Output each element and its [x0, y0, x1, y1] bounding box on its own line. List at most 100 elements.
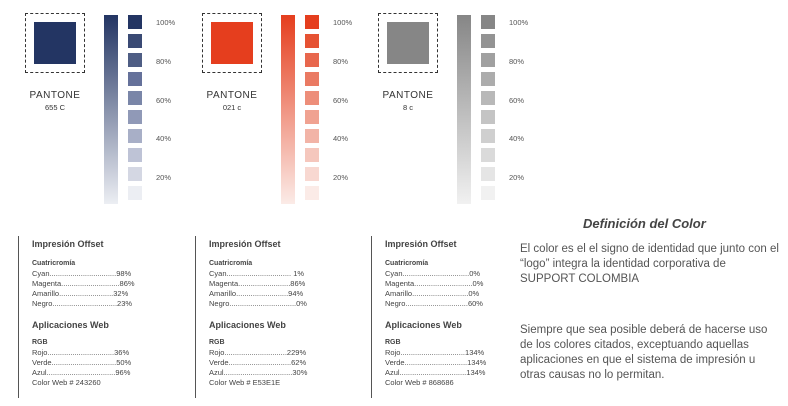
swatch-frame: [25, 13, 85, 73]
tint-square: [305, 148, 319, 162]
web-title: Aplicaciones Web: [32, 320, 109, 330]
tint-square: [128, 34, 142, 48]
definition-title: Definición del Color: [583, 216, 706, 231]
tint-square: [128, 15, 142, 29]
tint-square: [305, 167, 319, 181]
rgb-row: Verde..............................134%: [385, 358, 487, 367]
tint-square: [305, 91, 319, 105]
tint-square: [481, 110, 495, 124]
pantone-code: 021 c: [222, 103, 242, 112]
tint-square: [128, 167, 142, 181]
tint-square: [481, 53, 495, 67]
percent-label: 40%: [509, 134, 525, 143]
color-specs: Impresión Offset Cuatricromía Cyan........…: [195, 236, 345, 398]
color-swatch: [387, 22, 429, 64]
offset-title: Impresión Offset: [385, 239, 457, 249]
color-specs: Impresión Offset Cuatricromía Cyan........…: [371, 236, 521, 398]
cuatricromia-label: Cuatricromía: [385, 260, 429, 267]
offset-row: Negro...............................23%: [32, 299, 133, 308]
offset-row: Negro................................0%: [209, 299, 307, 308]
color-specs: Impresión Offset Cuatricromía Cyan........…: [18, 236, 168, 398]
color-swatch: [211, 22, 253, 64]
tint-square: [128, 72, 142, 86]
offset-row: Cyan................................0%: [385, 269, 481, 278]
percent-label: 80%: [333, 57, 349, 66]
pantone-name: PANTONE: [206, 90, 258, 101]
color-group: PANTONE 8 c 100% 80% 60% 40% 20% Impresión Of…: [361, 0, 536, 406]
color-swatch: [34, 22, 76, 64]
pantone-label: PANTONE 655 C: [15, 90, 95, 112]
percent-label: 20%: [333, 173, 349, 182]
tint-square: [481, 186, 495, 200]
offset-title: Impresión Offset: [32, 239, 104, 249]
tint-square: [128, 53, 142, 67]
tint-square: [128, 129, 142, 143]
percent-label: 60%: [509, 96, 525, 105]
tint-square: [128, 110, 142, 124]
rgb-row: Rojo..............................229%: [209, 348, 307, 357]
percent-label: 80%: [156, 57, 172, 66]
offset-row: Amarillo..........................32%: [32, 289, 129, 298]
tint-square: [481, 72, 495, 86]
tint-square: [305, 110, 319, 124]
offset-title: Impresión Offset: [209, 239, 281, 249]
pantone-code: 8 c: [402, 103, 413, 112]
color-web-code: Color Web # E53E1E: [209, 378, 281, 387]
tint-square: [305, 129, 319, 143]
tint-square: [481, 34, 495, 48]
pantone-label: PANTONE 8 c: [368, 90, 448, 112]
swatch-frame: [378, 13, 438, 73]
offset-row: Magenta............................0%: [385, 279, 484, 288]
percent-label: 60%: [333, 96, 349, 105]
offset-row: Magenta............................86%: [32, 279, 135, 288]
rgb-row: Azul................................134%: [385, 368, 486, 377]
swatch-frame: [202, 13, 262, 73]
gradient-bar: [104, 15, 118, 204]
rgb-row: Verde...............................50%: [32, 358, 132, 367]
tint-square: [305, 186, 319, 200]
percent-label: 80%: [509, 57, 525, 66]
tint-square: [481, 15, 495, 29]
pantone-name: PANTONE: [29, 90, 81, 101]
percent-label: 100%: [333, 18, 353, 27]
pantone-label: PANTONE 021 c: [192, 90, 272, 112]
pantone-name: PANTONE: [382, 90, 434, 101]
web-title: Aplicaciones Web: [209, 320, 286, 330]
rgb-label: RGB: [385, 339, 401, 346]
tint-square: [481, 91, 495, 105]
offset-row: Amarillo.........................94%: [209, 289, 304, 298]
rgb-row: Rojo................................36%: [32, 348, 130, 357]
offset-row: Cyan............................... 1%: [209, 269, 305, 278]
rgb-row: Azul.................................30%: [209, 368, 308, 377]
color-web-code: Color Web # 868686: [385, 378, 454, 387]
tint-square: [128, 148, 142, 162]
tint-square: [305, 72, 319, 86]
rgb-row: Azul.................................96%: [32, 368, 131, 377]
percent-label: 40%: [333, 134, 349, 143]
color-web-code: Color Web # 243260: [32, 378, 101, 387]
percent-label: 40%: [156, 134, 172, 143]
percent-label: 60%: [156, 96, 172, 105]
cuatricromia-label: Cuatricromía: [32, 260, 76, 267]
rgb-label: RGB: [209, 339, 225, 346]
percent-label: 20%: [509, 173, 525, 182]
offset-row: Cyan................................98%: [32, 269, 132, 278]
pantone-code: 655 C: [44, 103, 65, 112]
offset-row: Magenta.........................86%: [209, 279, 306, 288]
rgb-label: RGB: [32, 339, 48, 346]
percent-label: 20%: [156, 173, 172, 182]
definition-paragraph-1: El color es el el signo de identidad que…: [520, 243, 779, 285]
color-group: PANTONE 655 C 100% 80% 60% 40% 20% Impresión …: [8, 0, 183, 406]
color-group: PANTONE 021 c 100% 80% 60% 40% 20% Impresión …: [185, 0, 360, 406]
rgb-row: Rojo...............................134%: [385, 348, 485, 357]
tint-square: [481, 167, 495, 181]
web-title: Aplicaciones Web: [385, 320, 462, 330]
offset-row: Negro..............................60%: [385, 299, 483, 308]
tint-square: [481, 129, 495, 143]
definition-paragraph-2: Siempre que sea posible deberá de hacers…: [520, 324, 768, 381]
tint-square: [305, 53, 319, 67]
tint-square: [305, 15, 319, 29]
tint-square: [305, 34, 319, 48]
gradient-bar: [457, 15, 471, 204]
tint-square: [128, 91, 142, 105]
